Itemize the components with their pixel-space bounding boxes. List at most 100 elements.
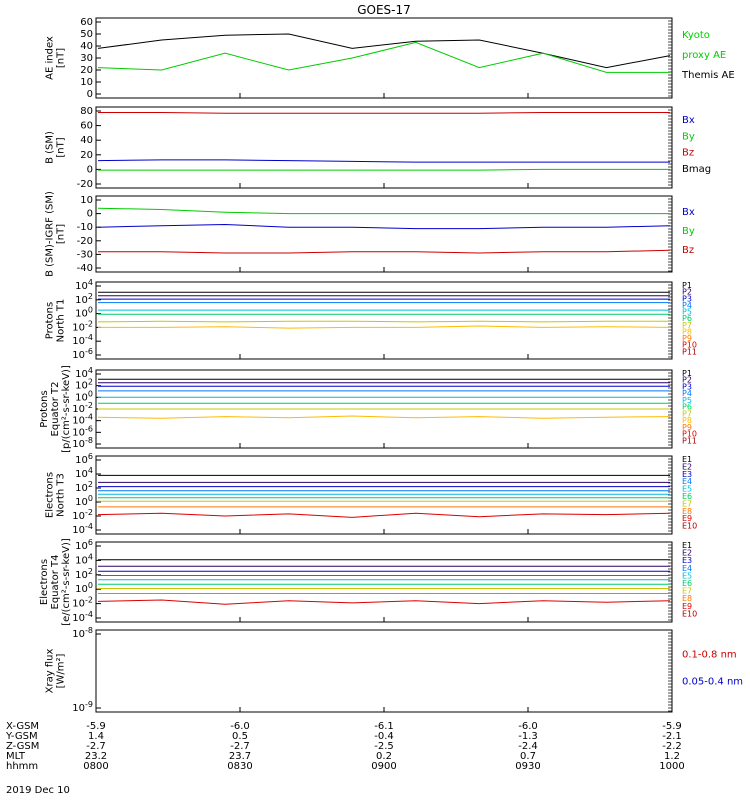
panel-xray: 10-8 10-9 Xray flux [W/m²] 0.1-0.8 nm 0.05-0.… (45, 626, 744, 714)
legend-item: E4 (682, 564, 692, 573)
orbit-value: 0930 (515, 761, 540, 772)
legend-item: P5 (682, 308, 692, 317)
series-line-bz (98, 249, 671, 254)
orbit-row-label: X-GSM (6, 721, 39, 732)
series-line-bx (97, 223, 671, 230)
orbit-value: 0.2 (376, 751, 392, 762)
orbit-value: -2.1 (662, 731, 682, 742)
y-tick-label: 102 (75, 292, 93, 306)
y-tick-label: 80 (80, 106, 93, 117)
y-tick-label: 30 (80, 53, 93, 64)
legend-item: P11 (682, 347, 697, 356)
orbit-value: -5.9 (86, 721, 106, 732)
y-tick-label: 10-2 (72, 319, 93, 333)
date-label: 2019 Dec 10 (6, 785, 70, 796)
y-tick-label: 10-2 (72, 596, 93, 610)
panel-frame (95, 541, 673, 623)
y-axis-label: Equator T4 (50, 555, 61, 610)
orbit-value: 1.4 (88, 731, 104, 742)
legend-item: E1 (682, 455, 692, 464)
y-axis-label: Electrons (39, 559, 50, 605)
y-tick-label: 10-8 (72, 436, 93, 450)
y-axis-label: Protons (45, 302, 56, 339)
orbit-value: -1.3 (518, 731, 538, 742)
y-tick-label: 104 (75, 278, 93, 292)
legend-item: E3 (682, 556, 692, 565)
orbit-value: 1000 (659, 761, 684, 772)
legend-item: P4 (682, 301, 692, 310)
orbit-value: -2.5 (374, 741, 394, 752)
orbit-value: 1.2 (664, 751, 680, 762)
legend-item: By (682, 226, 695, 237)
legend-item: E8 (682, 594, 692, 603)
orbit-row-label: Y-GSM (5, 731, 38, 742)
series-line-e9 (97, 512, 671, 518)
orbit-value: 0800 (83, 761, 108, 772)
panel-b: 80 60 40 20 0 -20 B (SM) [nT] Bx By Bz Bmag (45, 106, 712, 190)
y-axis-label: [e/(cm²-s-sr-keV)] (61, 538, 72, 626)
edge-minor-ticks (668, 372, 672, 446)
y-tick-label: 104 (75, 366, 93, 380)
edge-minor-ticks (668, 109, 672, 186)
legend-item: E10 (682, 522, 697, 531)
legend-item: P9 (682, 423, 692, 432)
orbit-value: -6.0 (518, 721, 538, 732)
y-axis-label: [p/(cm²-s-sr-keV)] (61, 365, 72, 453)
y-tick-label: 104 (75, 552, 93, 566)
y-tick-label: 10-4 (72, 333, 93, 347)
y-tick-label: 10 (80, 77, 93, 88)
legend-item: proxy AE (682, 50, 726, 61)
legend-item: P11 (682, 436, 697, 445)
y-axis-label: Xray flux (45, 649, 56, 694)
orbit-value: -0.4 (374, 731, 394, 742)
y-tick-label: 10-4 (72, 413, 93, 427)
legend-item: E9 (682, 514, 692, 523)
y-tick-label: 50 (80, 29, 93, 40)
legend-item: E7 (682, 587, 692, 596)
legend-item: P3 (682, 382, 692, 391)
series-line-bx (97, 159, 670, 163)
legend-item: E7 (682, 499, 692, 508)
y-axis-label: [W/m²] (56, 653, 67, 688)
series-line-p8 (97, 415, 671, 419)
orbit-value: -2.7 (86, 741, 106, 752)
edge-minor-ticks (668, 20, 672, 97)
series-line-by (97, 207, 670, 215)
y-axis-label: North T1 (56, 299, 67, 343)
y-axis-label: [nT] (56, 48, 67, 68)
y-axis-label: Electrons (45, 472, 56, 518)
legend-item: Bmag (682, 164, 711, 175)
series-line-themis-ae (97, 33, 671, 69)
series-line-kyoto-proxy-ae (97, 41, 670, 73)
legend-item: 0.1-0.8 nm (682, 649, 737, 660)
legend-item: P7 (682, 409, 692, 418)
series-line-bz (98, 112, 670, 114)
y-tick-label: -30 (77, 249, 93, 260)
legend-item: Kyoto (682, 30, 710, 41)
y-tick-label: 20 (80, 65, 93, 76)
y-tick-label: 10-9 (72, 700, 93, 714)
legend-item: E6 (682, 492, 692, 501)
legend-item: E8 (682, 507, 692, 516)
edge-minor-ticks (668, 458, 672, 532)
y-tick-label: 102 (75, 567, 93, 581)
y-tick-label: 10-6 (72, 424, 93, 438)
y-tick-label: 40 (80, 41, 93, 52)
legend-item: P8 (682, 327, 692, 336)
y-tick-label: 20 (80, 150, 93, 161)
orbit-value: 23.2 (85, 751, 107, 762)
y-tick-label: 10 (80, 195, 93, 206)
legend-item: P1 (682, 369, 692, 378)
y-tick-label: 0 (87, 89, 93, 100)
y-axis-label: Equator T2 (50, 382, 61, 437)
orbit-value: 0900 (371, 761, 396, 772)
legend-item: P2 (682, 288, 692, 297)
y-tick-label: -10 (77, 222, 93, 233)
panel-frame (95, 455, 673, 535)
y-tick-label: 10-4 (72, 522, 93, 536)
y-tick-label: 10-6 (72, 347, 93, 361)
